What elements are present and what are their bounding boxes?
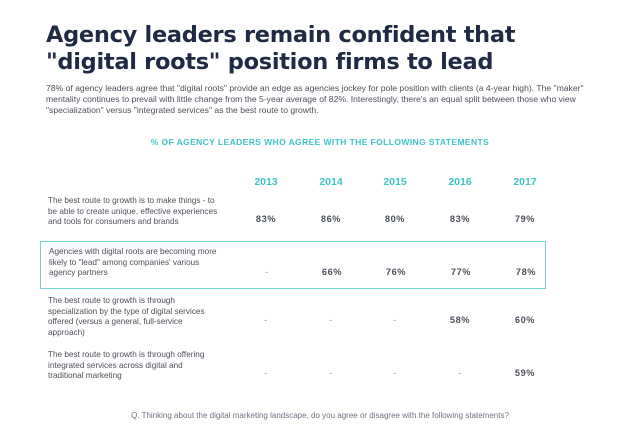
row-statement: The best route to growth is to make thin… xyxy=(48,196,218,227)
value-cell-2015: - xyxy=(393,315,397,325)
value-cell-2013: - xyxy=(264,368,268,378)
intro-paragraph: 78% of agency leaders agree that "digita… xyxy=(46,83,584,115)
value-cell-2013: 83% xyxy=(255,214,277,224)
value-cell-2017: 59% xyxy=(514,368,536,378)
page-title: Agency leaders remain confident that "di… xyxy=(46,22,516,75)
value-cell-2017: 79% xyxy=(514,214,536,224)
value-cell-2015: - xyxy=(393,368,397,378)
value-cell-2016: - xyxy=(458,368,462,378)
value-cell-2015: 80% xyxy=(384,214,406,224)
value-cell-2013: - xyxy=(264,315,268,325)
row-statement: The best route to growth is through offe… xyxy=(48,350,205,381)
value-cell-2014: - xyxy=(329,315,333,325)
row-statement: The best route to growth is through spec… xyxy=(48,296,205,337)
column-header-2014: 2014 xyxy=(319,176,343,188)
value-cell-2017: 60% xyxy=(514,315,536,325)
value-cell-2014: - xyxy=(329,368,333,378)
table-row: The best route to growth is through spec… xyxy=(40,291,546,341)
column-header-2015: 2015 xyxy=(383,176,407,188)
value-cell-2016: 58% xyxy=(449,315,471,325)
column-header-2016: 2016 xyxy=(448,176,472,188)
column-header-2017: 2017 xyxy=(513,176,537,188)
table-row: The best route to growth is to make thin… xyxy=(40,191,546,239)
value-cell-2017: 78% xyxy=(515,267,537,277)
survey-question: Q. Thinking about the digital marketing … xyxy=(131,411,509,420)
chart-title: % OF AGENCY LEADERS WHO AGREE WITH THE F… xyxy=(150,137,490,147)
value-cell-2016: 83% xyxy=(449,214,471,224)
table-row: The best route to growth is through offe… xyxy=(40,345,546,389)
value-cell-2013: - xyxy=(265,267,269,277)
value-cell-2014: 86% xyxy=(320,214,342,224)
value-cell-2015: 76% xyxy=(385,267,407,277)
row-statement: Agencies with digital roots are becoming… xyxy=(49,247,217,278)
value-cell-2016: 77% xyxy=(450,267,472,277)
table-row: Agencies with digital roots are becoming… xyxy=(40,241,546,289)
column-header-2013: 2013 xyxy=(254,176,278,188)
value-cell-2014: 66% xyxy=(321,267,343,277)
